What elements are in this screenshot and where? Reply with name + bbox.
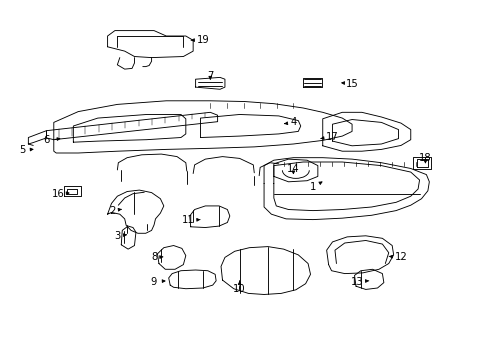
Text: 12: 12 [388, 252, 407, 262]
Text: 6: 6 [43, 135, 60, 145]
Text: 1: 1 [309, 182, 321, 192]
Text: 13: 13 [350, 276, 368, 287]
Text: 8: 8 [151, 252, 163, 262]
Text: 10: 10 [233, 281, 245, 294]
Text: 11: 11 [182, 215, 200, 225]
Text: 18: 18 [418, 153, 431, 163]
Text: 4: 4 [284, 117, 296, 127]
Text: 2: 2 [109, 206, 121, 216]
Text: 9: 9 [150, 276, 164, 287]
Text: 17: 17 [320, 132, 338, 142]
Text: 14: 14 [286, 164, 299, 174]
Text: 7: 7 [206, 71, 213, 81]
Text: 15: 15 [341, 78, 358, 89]
Text: 19: 19 [191, 35, 209, 45]
Text: 5: 5 [19, 145, 33, 155]
Text: 16: 16 [52, 189, 69, 199]
Text: 3: 3 [114, 231, 126, 241]
